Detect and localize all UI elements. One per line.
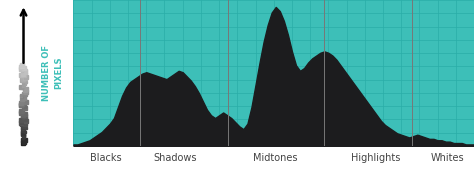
Text: Shadows: Shadows (154, 153, 197, 163)
Text: Blacks: Blacks (90, 153, 121, 163)
Text: NUMBER OF
PIXELS: NUMBER OF PIXELS (43, 45, 64, 101)
Text: Midtones: Midtones (254, 153, 298, 163)
Text: Whites: Whites (431, 153, 465, 163)
Text: Highlights: Highlights (351, 153, 401, 163)
